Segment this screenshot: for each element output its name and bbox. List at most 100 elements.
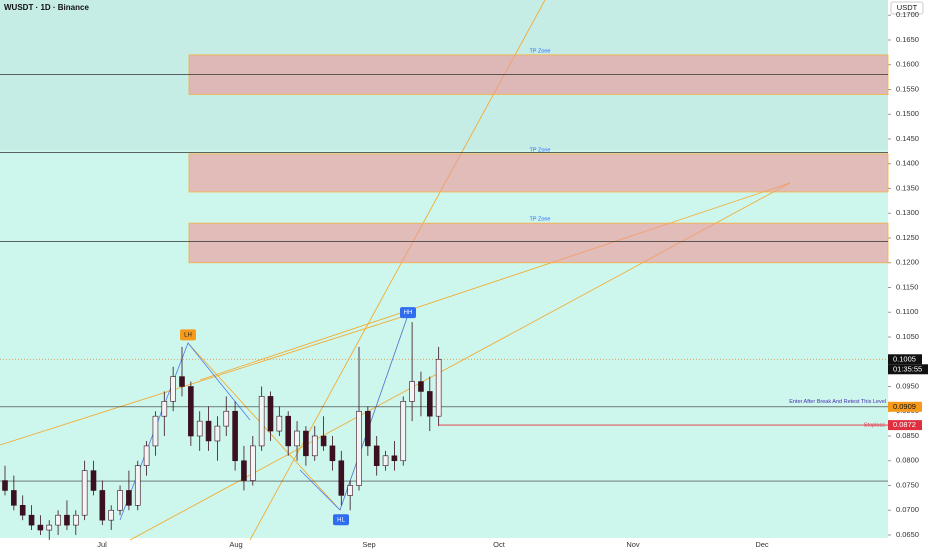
y-tick-label: 0.1350 [896, 183, 919, 192]
candle-body [250, 445, 256, 481]
candle-body [435, 358, 442, 417]
y-tick-label: 0.1100 [896, 307, 918, 316]
y-tick-label: 0.1050 [896, 332, 919, 341]
candle-body [28, 514, 35, 526]
candle-body [152, 415, 159, 447]
pivot-marker [400, 307, 416, 319]
y-tick-label: 0.1650 [896, 35, 919, 44]
candle-body [373, 445, 380, 466]
candle-body [55, 514, 61, 526]
zone-label: TP Zone [530, 48, 551, 54]
x-tick-label: Aug [229, 540, 242, 549]
pivot-label: LH [184, 333, 192, 339]
y-tick-label: 0.1600 [896, 60, 919, 69]
candle-body [320, 435, 327, 447]
candle-body [73, 514, 79, 526]
candle-body [134, 465, 141, 506]
price-axis [888, 0, 932, 550]
candle-body [391, 455, 398, 462]
y-tick-label: 0.0750 [896, 480, 919, 489]
y-tick-label: 0.0850 [896, 431, 919, 440]
x-tick-label: Sep [362, 540, 375, 549]
candle-body [285, 415, 292, 447]
candle-body [311, 435, 318, 457]
candle-body [418, 381, 424, 392]
candle-body [170, 376, 176, 402]
x-tick-label: Jul [97, 540, 107, 549]
y-tick-label: 0.1550 [896, 84, 919, 93]
candle-body [205, 420, 212, 442]
candle-body [196, 420, 203, 437]
stoploss-note: Stoploss [864, 423, 885, 429]
y-tick-label: 0.1400 [896, 159, 919, 168]
candle-body [90, 470, 97, 491]
currency-box [890, 1, 924, 15]
trend-line [199, 182, 791, 381]
candle-body [126, 490, 132, 506]
time-axis [0, 538, 888, 550]
pivot-label: HL [337, 517, 345, 523]
candle-body [365, 410, 371, 447]
candle-body [400, 401, 407, 462]
candle-body [329, 445, 336, 462]
zone-label: TP Zone [530, 217, 551, 223]
symbol-title: WUSDT · 1D · Binance [4, 3, 89, 12]
currency: USDT [897, 3, 918, 12]
y-tick-label: 0.1450 [896, 134, 919, 143]
tp-zone [188, 222, 889, 264]
candle-body [241, 460, 247, 481]
price-tag-label: 0.1005 [893, 354, 916, 363]
candle-body [409, 381, 415, 402]
candle-body [426, 391, 433, 417]
candle-body [37, 524, 44, 531]
x-tick-label: Nov [626, 540, 640, 549]
zone-label: TP Zone [530, 147, 551, 153]
candle-body [108, 509, 114, 521]
pivot-label: HH [404, 310, 413, 316]
countdown-box [888, 364, 928, 375]
candle-body [276, 415, 283, 432]
pivot-marker [180, 329, 196, 341]
candle-body [356, 410, 362, 486]
candle-body [143, 445, 150, 466]
entry-note: Enter After Break And Retest This Level [789, 399, 886, 405]
candle-body [2, 480, 8, 491]
y-tick-label: 0.0950 [896, 381, 919, 390]
y-tick-label: 0.0700 [896, 505, 919, 514]
tp-zone [188, 153, 889, 193]
candle-body [117, 490, 123, 511]
y-tick-label: 0.1250 [896, 233, 919, 242]
y-tick-label: 0.1200 [896, 258, 919, 267]
candle-body [347, 485, 353, 496]
candle-body [81, 470, 88, 516]
countdown: 01:35:55 [893, 364, 922, 373]
candle-body [232, 410, 238, 462]
candle-body [258, 396, 265, 447]
price-tag [888, 420, 922, 431]
candle-body [214, 425, 221, 442]
y-tick-label: 0.1700 [896, 10, 919, 19]
candle-body [19, 504, 26, 516]
y-tick-label: 0.1500 [896, 109, 919, 118]
candle-body [99, 490, 106, 521]
candle-body [338, 460, 345, 496]
candle-body [179, 376, 185, 387]
price-tag [888, 401, 922, 412]
y-tick-label: 0.0650 [896, 530, 919, 539]
trend-line [0, 314, 409, 446]
price-tag-label: 0.0909 [893, 402, 916, 411]
candle-body [223, 410, 230, 427]
candle-body [382, 455, 389, 466]
x-tick-label: Oct [493, 540, 506, 549]
y-tick-label: 0.1300 [896, 208, 919, 217]
x-tick-label: Dec [755, 540, 769, 549]
candle-body [294, 430, 300, 447]
price-tag [888, 354, 922, 365]
candle-body [11, 490, 17, 506]
price-tag-label: 0.0872 [893, 420, 916, 429]
candle-body [64, 514, 70, 526]
y-tick-label: 0.0800 [896, 456, 919, 465]
swing-line [299, 314, 409, 511]
